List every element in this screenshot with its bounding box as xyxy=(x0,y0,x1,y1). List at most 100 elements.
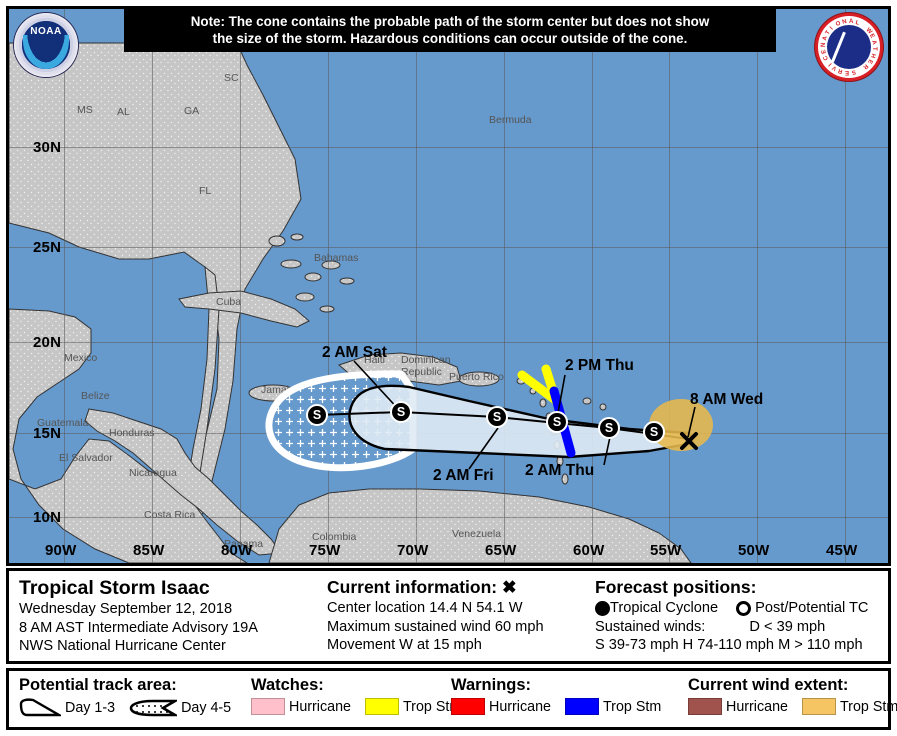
lat-label-25n: 25N xyxy=(33,239,62,256)
wind-extent-hurricane-item: Hurricane xyxy=(688,698,788,715)
place-label-cuba: Cuba xyxy=(216,296,242,308)
lat-label-30n: 30N xyxy=(33,139,62,156)
lon-label-70w: 70W xyxy=(397,542,429,559)
lon-label-85w: 85W xyxy=(133,542,165,559)
track-node-s-1[interactable]: S xyxy=(306,404,328,426)
gridline-lat-20n xyxy=(9,342,888,343)
forecast-label-2am-fri: 2 AM Fri xyxy=(433,467,494,484)
nws-logo-inner xyxy=(827,25,871,69)
map-legend: Potential track area: Day 1-3 xyxy=(6,668,897,730)
gridline-lon-85w xyxy=(152,9,153,563)
storm-agency: NWS National Hurricane Center xyxy=(19,638,226,654)
lon-label-45w: 45W xyxy=(826,542,858,559)
forecast-map[interactable]: MS AL GA SC FL Bermuda Bahamas Cuba Jama… xyxy=(6,6,891,566)
cone-day-1-3-icon xyxy=(19,698,61,717)
lon-label-55w: 55W xyxy=(650,542,682,559)
gridline-lon-50w xyxy=(757,9,758,563)
forecast-label-8am-wed: 8 AM Wed xyxy=(690,391,764,408)
storm-name: Tropical Storm Isaac xyxy=(19,577,210,599)
place-label-venezuela: Venezuela xyxy=(452,528,502,540)
place-label-bahamas: Bahamas xyxy=(314,252,359,264)
tropical-cyclone-dot-icon xyxy=(595,600,610,616)
gridline-lon-90w xyxy=(64,9,65,563)
map-canvas: MS AL GA SC FL Bermuda Bahamas Cuba Jama… xyxy=(9,9,888,563)
day-1-3-label: Day 1-3 xyxy=(65,700,116,716)
cone-day-4-5-icon xyxy=(129,699,178,717)
place-label-mexico: Mexico xyxy=(64,352,98,364)
lon-label-75w: 75W xyxy=(309,542,341,559)
storm-info-panel: Tropical Storm Isaac Wednesday September… xyxy=(6,568,891,664)
track-node-s-3[interactable]: S xyxy=(486,406,508,428)
cone-disclaimer-note: Note: The cone contains the probable pat… xyxy=(124,9,776,52)
lat-label-20n: 20N xyxy=(33,334,62,351)
gridline-lat-10n xyxy=(9,517,888,518)
track-node-s-4[interactable]: S xyxy=(546,411,568,433)
warning-trop-stm-item: Trop Stm xyxy=(564,698,662,715)
gridline-lon-60w xyxy=(592,9,593,563)
wind-scale-row: S 39-73 mph H 74-110 mph M > 110 mph xyxy=(595,637,863,653)
place-label-dominican: Dominican xyxy=(401,354,451,366)
watch-trop-stm-swatch xyxy=(364,698,399,715)
forecast-symbol-row: Tropical Cyclone Post/Potential TC xyxy=(595,599,888,618)
lat-label-10n: 10N xyxy=(33,509,62,526)
place-label-colombia: Colombia xyxy=(312,531,357,543)
gridline-lat-30n xyxy=(9,147,888,148)
place-label-honduras: Honduras xyxy=(109,427,155,439)
watch-hurricane-item: Hurricane xyxy=(251,698,351,715)
place-label-nicaragua: Nicaragua xyxy=(129,467,177,479)
noaa-logo-label: NOAA xyxy=(30,26,62,37)
wind-extent-trop-stm-swatch xyxy=(801,698,836,715)
track-node-s-6[interactable]: S xyxy=(643,421,665,443)
warning-trop-stm-label: Trop Stm xyxy=(602,698,662,715)
forecast-positions-column: Forecast positions: Tropical Cyclone Pos… xyxy=(585,571,888,661)
forecast-label-2am-sat: 2 AM Sat xyxy=(322,344,387,361)
noaa-logo-ring xyxy=(16,15,76,75)
place-label-panama: Panama xyxy=(224,538,264,550)
place-label-republic: Republic xyxy=(401,366,442,378)
legend-wind-extent: Current wind extent: Hurricane Trop Stm xyxy=(656,671,897,727)
lon-label-80w: 80W xyxy=(221,542,253,559)
max-sustained-wind: Maximum sustained wind 60 mph xyxy=(327,618,544,635)
gridline-lat-25n xyxy=(9,247,888,248)
note-line-2: the size of the storm. Hazardous conditi… xyxy=(212,31,688,46)
watch-hurricane-swatch xyxy=(251,698,285,715)
gridline-lon-70w xyxy=(416,9,417,563)
wind-extent-hurricane-swatch xyxy=(688,698,722,715)
place-label-ms: MS xyxy=(77,104,93,116)
storm-date: Wednesday September 12, 2018 xyxy=(19,601,233,617)
warning-hurricane-label: Hurricane xyxy=(489,698,551,715)
post-potential-tc-circle-icon xyxy=(736,600,752,616)
place-label-al: AL xyxy=(117,106,130,118)
gridline-lon-80w xyxy=(240,9,241,563)
lon-label-90w: 90W xyxy=(45,542,77,559)
legend-day-1-3: Day 1-3 xyxy=(19,698,115,718)
legend-day-4-5: Day 4-5 xyxy=(129,698,231,718)
gridline-lon-75w xyxy=(328,9,329,563)
storm-identity-column: Tropical Storm Isaac Wednesday September… xyxy=(9,571,317,661)
wind-extent-heading: Current wind extent: xyxy=(688,676,849,694)
track-node-s-5[interactable]: S xyxy=(598,417,620,439)
forecast-label-2pm-thu: 2 PM Thu xyxy=(565,357,634,374)
place-label-bermuda: Bermuda xyxy=(489,114,532,126)
sustained-winds-row: Sustained winds: D < 39 mph xyxy=(595,618,888,637)
current-position-x-icon: ✖ xyxy=(502,577,517,597)
place-label-belize: Belize xyxy=(81,390,110,402)
gridline-lon-55w xyxy=(669,9,670,563)
place-label-guatemala: Guatemala xyxy=(37,417,89,429)
legend-warnings: Warnings: Hurricane Trop Stm xyxy=(441,671,661,727)
watch-trop-stm-label: Trop Stm xyxy=(402,698,462,715)
post-potential-tc-label: Post/Potential TC xyxy=(755,600,869,616)
lon-label-60w: 60W xyxy=(573,542,605,559)
place-label-jamaica: Jamaica xyxy=(261,384,301,396)
watch-hurricane-label: Hurricane xyxy=(289,698,351,715)
watch-trop-stm-item: Trop Stm xyxy=(364,698,462,715)
center-location: Center location 14.4 N 54.1 W xyxy=(327,600,523,616)
warning-trop-stm-swatch xyxy=(564,698,599,715)
warning-hurricane-swatch xyxy=(451,698,485,715)
place-label-ga: GA xyxy=(184,105,200,117)
potential-track-heading: Potential track area: xyxy=(19,676,177,694)
wind-class-d: D < 39 mph xyxy=(749,618,826,635)
storm-movement: Movement W at 15 mph xyxy=(327,637,482,653)
track-node-s-2[interactable]: S xyxy=(390,401,412,423)
